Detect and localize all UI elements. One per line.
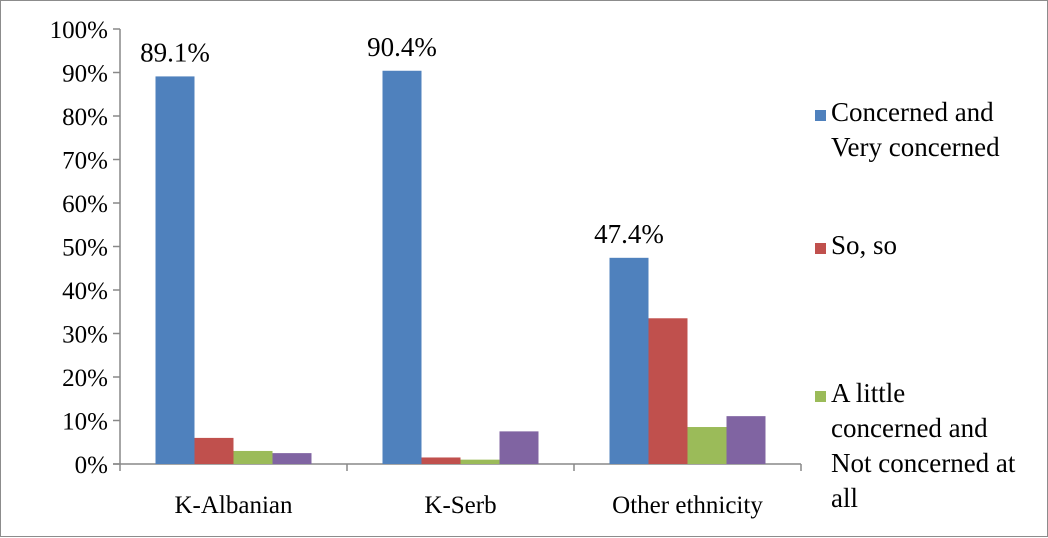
y-tick-label: 0% [75, 452, 108, 479]
legend-label: all [831, 483, 858, 513]
data-labels: 89.1% 90.4% 47.4% [140, 32, 664, 249]
legend-swatch [815, 110, 826, 121]
bar [382, 70, 422, 464]
bar [687, 427, 727, 464]
bar [609, 257, 649, 464]
y-tick-label: 100% [50, 17, 108, 44]
category-label: Other ethnicity [612, 492, 763, 519]
y-tick-label: 50% [62, 235, 108, 262]
y-tick-label: 40% [62, 278, 108, 305]
bar [233, 450, 273, 464]
bar [499, 431, 539, 464]
category-label: K-Albanian [174, 492, 293, 519]
legend: Concerned and Very concerned So, so A littl… [815, 97, 1016, 513]
y-tick-label: 20% [62, 365, 108, 392]
legend-swatch [815, 243, 826, 254]
bar [726, 416, 766, 464]
y-tick-label: 10% [62, 409, 108, 436]
bar [194, 437, 234, 464]
y-tick-label: 90% [62, 61, 108, 88]
y-tick-label: 30% [62, 322, 108, 349]
y-tick-label: 70% [62, 148, 108, 175]
data-label: 89.1% [140, 37, 210, 67]
legend-label: A little [831, 378, 905, 408]
legend-label: Not concerned at [831, 448, 1016, 478]
bars [155, 70, 766, 464]
axes: 0% 10% 20% 30% 40% 50% 60% 70% 80% 90% 100% K-Alban… [50, 17, 802, 519]
bar [272, 453, 312, 464]
y-tick-label: 80% [62, 104, 108, 131]
data-label: 47.4% [594, 219, 664, 249]
legend-label: So, so [831, 230, 897, 260]
category-label: K-Serb [424, 492, 496, 519]
legend-label: Concerned and [831, 97, 994, 127]
bar [460, 459, 500, 464]
y-tick-label: 60% [62, 191, 108, 218]
legend-label: concerned and [831, 413, 988, 443]
bar [648, 318, 688, 464]
legend-swatch [815, 391, 826, 402]
bar [155, 76, 195, 464]
data-label: 90.4% [367, 32, 437, 62]
legend-label: Very concerned [831, 132, 1000, 162]
bar [421, 457, 461, 464]
